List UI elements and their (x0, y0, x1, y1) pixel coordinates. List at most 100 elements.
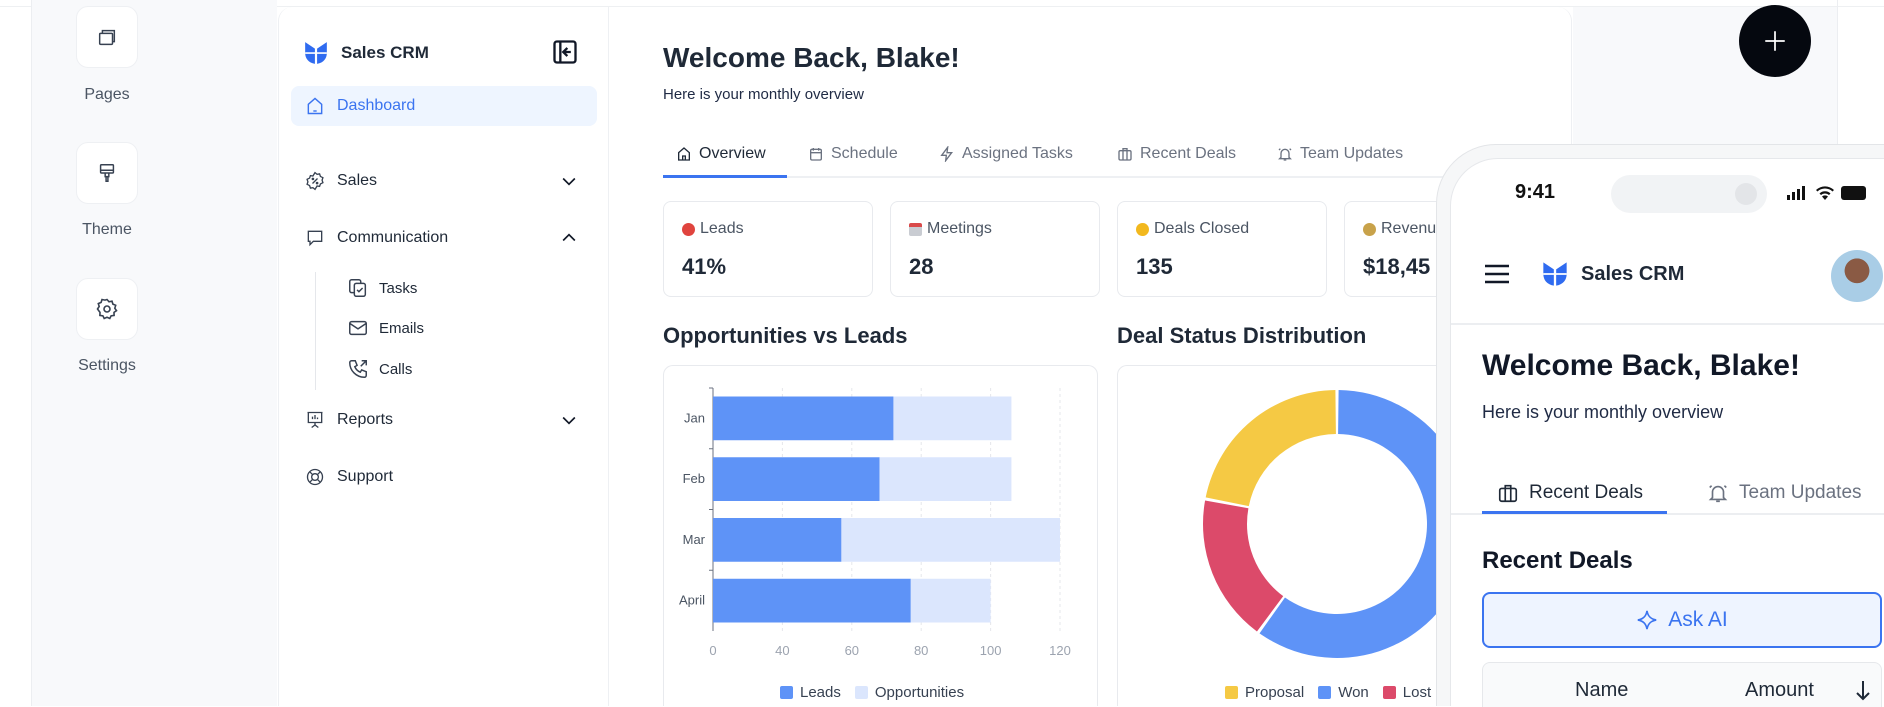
x-tick-label: 40 (775, 643, 789, 658)
briefcase-icon (1498, 484, 1518, 503)
menu-button[interactable] (1484, 263, 1510, 290)
presentation-chart-icon (305, 410, 325, 430)
ask-ai-label: Ask AI (1668, 608, 1728, 631)
discount-badge-icon (305, 171, 325, 191)
legend-label: Won (1338, 684, 1369, 701)
legend-label: Proposal (1245, 684, 1305, 701)
rail-theme-button[interactable] (76, 142, 138, 204)
bar-opportunities (893, 396, 1012, 441)
sidebar-subitem-emails[interactable]: Emails (347, 313, 424, 343)
logo-icon (305, 42, 327, 64)
legend-swatch (1382, 686, 1396, 699)
hamburger-menu-icon (1485, 264, 1509, 284)
camera-dot (1735, 183, 1757, 205)
sidebar-item-label: Reports (337, 411, 394, 428)
tab-team-updates[interactable]: Team Updates (1277, 140, 1403, 168)
tasks-icon (347, 277, 369, 299)
tab-label: Team Updates (1739, 482, 1862, 503)
rail-pages-button[interactable] (76, 6, 138, 68)
calendar-icon (810, 148, 822, 161)
status-icons (1787, 185, 1869, 200)
chat-icon (305, 228, 325, 248)
sidebar-subitem-calls[interactable]: Calls (347, 354, 412, 384)
legend-item-proposal[interactable]: Proposal (1225, 684, 1304, 701)
phone-page-subtitle: Here is your monthly overview (1482, 402, 1724, 422)
stat-card-meetings: Meetings 28 (890, 201, 1100, 297)
phone-tab-team-updates[interactable]: Team Updates (1707, 482, 1862, 504)
legend-label: Lost (1402, 684, 1432, 701)
stat-value: $18,45 (1363, 254, 1431, 279)
stat-card-leads: Leads 41% (663, 201, 873, 297)
donut-chart-legend: Proposal Won Lost (1225, 684, 1431, 701)
sidebar-item-support[interactable]: Support (291, 457, 597, 497)
rail-pages-label: Pages (84, 86, 130, 103)
pages-icon (98, 29, 116, 46)
legend-swatch (854, 686, 868, 699)
tab-recent-deals[interactable]: Recent Deals (1117, 140, 1236, 168)
sidebar-logo: Sales CRM (303, 40, 429, 66)
chevron-up-icon (562, 233, 576, 242)
x-tick-label: 80 (914, 643, 928, 658)
lightning-icon (940, 146, 953, 162)
bar-chart-title: Opportunities vs Leads (663, 323, 908, 348)
tab-label: Assigned Tasks (962, 145, 1073, 162)
rail-settings-label: Settings (78, 357, 136, 374)
y-tick-label: Mar (683, 532, 706, 547)
bar-opportunities (841, 518, 1060, 562)
y-tick-label: Feb (683, 471, 705, 486)
legend-item-opportunities[interactable]: Opportunities (854, 684, 964, 701)
page-title: Welcome Back, Blake! (663, 42, 960, 73)
bar-opportunities (910, 578, 991, 623)
wifi-icon (1816, 186, 1834, 200)
bell-icon (1708, 485, 1728, 503)
column-header-name[interactable]: Name (1575, 679, 1629, 701)
legend-item-lost[interactable]: Lost (1382, 684, 1432, 701)
legend-item-won[interactable]: Won (1318, 684, 1369, 701)
home-icon (678, 147, 690, 161)
collapse-sidebar-icon (553, 40, 577, 64)
sidebar-item-dashboard[interactable]: Dashboard (291, 86, 597, 126)
logo-icon (1543, 262, 1567, 286)
gear-icon (96, 298, 118, 320)
sort-arrow-down-icon[interactable] (1855, 679, 1871, 701)
donut-slice-won (1259, 390, 1471, 658)
sidebar-item-reports[interactable]: Reports (291, 400, 597, 440)
collapse-sidebar-button[interactable] (551, 38, 579, 71)
sidebar-item-communication[interactable]: Communication (291, 218, 597, 258)
phone-active-tab-indicator (1482, 511, 1667, 514)
add-button[interactable] (1739, 5, 1811, 77)
legend-item-leads[interactable]: Leads (780, 684, 841, 701)
bar-opportunities (879, 457, 1012, 501)
tab-overview[interactable]: Overview (676, 140, 766, 168)
sidebar-item-label: Support (337, 468, 394, 485)
stat-value: 135 (1136, 254, 1173, 279)
sidebar-subitem-tasks[interactable]: Tasks (347, 273, 417, 303)
stat-value: 28 (909, 254, 934, 279)
handshake-icon (1136, 222, 1149, 236)
phone-tab-recent-deals[interactable]: Recent Deals (1497, 482, 1643, 504)
phone-page-title: Welcome Back, Blake! (1482, 349, 1800, 382)
signal-icon (1787, 186, 1805, 200)
phone-tabs-divider (1451, 513, 1884, 515)
x-tick-label: 60 (845, 643, 859, 658)
phone-section-title: Recent Deals (1482, 547, 1633, 574)
column-header-amount[interactable]: Amount (1745, 679, 1814, 701)
left-rail: Pages Theme Settings (31, 0, 277, 706)
avatar[interactable] (1831, 250, 1883, 302)
submenu-line (315, 272, 316, 390)
tab-assigned-tasks[interactable]: Assigned Tasks (939, 140, 1073, 168)
phone-outgoing-icon (347, 358, 369, 380)
donut-chart (1203, 390, 1471, 658)
tab-schedule[interactable]: Schedule (808, 140, 898, 168)
rail-settings-button[interactable] (76, 278, 138, 340)
bar-chart: 0 40 60 80 100 120 Jan Feb Mar April (679, 387, 1071, 658)
chevron-down-icon (562, 416, 576, 425)
phone-logo: Sales CRM (1541, 259, 1684, 289)
tab-label: Overview (699, 145, 766, 162)
bell-icon (1278, 148, 1292, 161)
sidebar-item-sales[interactable]: Sales (291, 161, 597, 201)
calendar-icon (909, 222, 922, 236)
ask-ai-button[interactable]: Ask AI (1482, 592, 1882, 648)
stat-value: 41% (682, 254, 727, 279)
battery-icon (1841, 186, 1866, 200)
